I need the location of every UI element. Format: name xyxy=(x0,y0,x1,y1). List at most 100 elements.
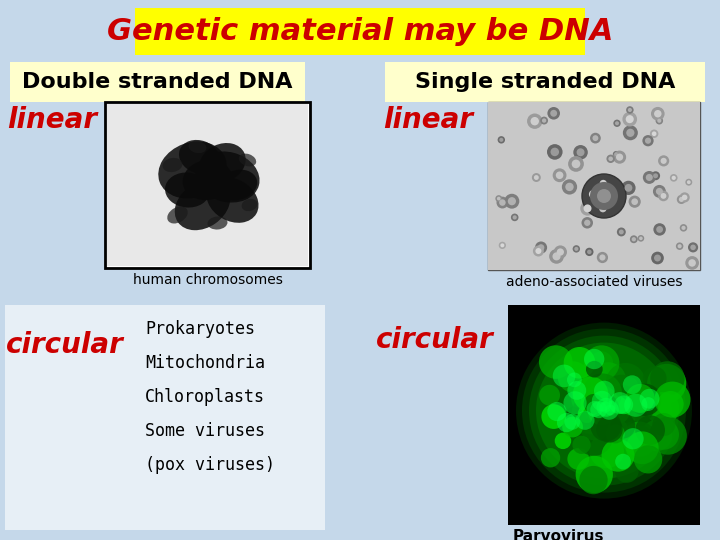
Circle shape xyxy=(606,424,625,443)
Circle shape xyxy=(655,117,663,125)
Circle shape xyxy=(680,192,690,202)
Circle shape xyxy=(580,384,618,423)
Circle shape xyxy=(651,107,665,120)
Circle shape xyxy=(639,389,660,409)
Circle shape xyxy=(590,401,607,418)
Circle shape xyxy=(602,439,634,471)
Circle shape xyxy=(653,173,658,178)
Circle shape xyxy=(660,158,667,164)
Circle shape xyxy=(641,420,672,451)
Circle shape xyxy=(567,381,586,400)
Circle shape xyxy=(623,125,638,140)
Circle shape xyxy=(592,391,612,411)
Circle shape xyxy=(619,230,624,234)
Circle shape xyxy=(565,183,574,191)
Circle shape xyxy=(600,180,607,187)
Circle shape xyxy=(549,249,564,264)
Circle shape xyxy=(564,391,587,414)
Circle shape xyxy=(575,247,578,251)
Circle shape xyxy=(621,423,639,442)
Circle shape xyxy=(623,375,642,394)
Circle shape xyxy=(522,329,686,492)
Circle shape xyxy=(580,201,595,215)
Circle shape xyxy=(535,241,547,254)
Circle shape xyxy=(651,171,660,180)
Circle shape xyxy=(653,223,666,235)
Circle shape xyxy=(554,433,571,449)
Circle shape xyxy=(596,416,623,443)
Ellipse shape xyxy=(175,180,230,230)
Circle shape xyxy=(608,395,624,411)
Circle shape xyxy=(584,346,619,381)
Circle shape xyxy=(536,248,541,254)
Circle shape xyxy=(577,148,585,156)
Circle shape xyxy=(601,396,630,425)
Text: Mitochondria: Mitochondria xyxy=(145,354,265,372)
FancyBboxPatch shape xyxy=(508,305,700,525)
Ellipse shape xyxy=(207,217,228,230)
FancyBboxPatch shape xyxy=(385,62,705,102)
Circle shape xyxy=(532,173,541,182)
Circle shape xyxy=(572,395,611,434)
Circle shape xyxy=(617,227,626,237)
Text: Single stranded DNA: Single stranded DNA xyxy=(415,72,675,92)
Circle shape xyxy=(562,417,583,437)
Circle shape xyxy=(685,179,692,186)
Circle shape xyxy=(601,414,622,434)
Circle shape xyxy=(586,397,616,428)
Circle shape xyxy=(604,386,642,423)
Circle shape xyxy=(642,397,655,411)
Circle shape xyxy=(629,384,661,416)
Circle shape xyxy=(649,420,679,450)
Circle shape xyxy=(552,252,561,260)
Ellipse shape xyxy=(207,177,258,223)
Ellipse shape xyxy=(242,199,257,211)
FancyBboxPatch shape xyxy=(135,8,585,55)
Circle shape xyxy=(583,205,592,212)
Circle shape xyxy=(643,367,667,390)
Circle shape xyxy=(654,254,661,261)
Circle shape xyxy=(586,361,603,377)
Circle shape xyxy=(685,256,699,270)
Circle shape xyxy=(631,198,638,205)
Circle shape xyxy=(606,154,615,163)
Circle shape xyxy=(590,182,618,210)
Circle shape xyxy=(622,428,644,449)
Circle shape xyxy=(565,407,582,423)
Circle shape xyxy=(567,448,589,470)
Circle shape xyxy=(687,180,690,184)
Ellipse shape xyxy=(199,143,246,183)
Circle shape xyxy=(616,153,624,161)
Circle shape xyxy=(652,413,675,436)
Circle shape xyxy=(600,401,611,413)
Circle shape xyxy=(568,156,584,172)
Text: Prokaryotes: Prokaryotes xyxy=(145,320,255,338)
Circle shape xyxy=(556,172,563,179)
Circle shape xyxy=(608,157,613,161)
Circle shape xyxy=(628,396,654,422)
Circle shape xyxy=(621,377,638,394)
Circle shape xyxy=(670,174,678,181)
Text: circular: circular xyxy=(376,326,494,354)
Text: adeno-associated viruses: adeno-associated viruses xyxy=(505,275,683,289)
Circle shape xyxy=(611,414,635,438)
Circle shape xyxy=(585,187,600,202)
Circle shape xyxy=(527,113,542,129)
Circle shape xyxy=(594,402,613,420)
Circle shape xyxy=(557,248,564,255)
Circle shape xyxy=(688,242,698,252)
Circle shape xyxy=(635,415,665,445)
Circle shape xyxy=(690,245,696,250)
Circle shape xyxy=(660,193,667,199)
Circle shape xyxy=(499,138,503,142)
Circle shape xyxy=(572,396,603,428)
Circle shape xyxy=(511,213,518,221)
Circle shape xyxy=(658,156,669,166)
Circle shape xyxy=(542,118,546,123)
Circle shape xyxy=(539,385,560,406)
Circle shape xyxy=(587,249,592,254)
Ellipse shape xyxy=(189,141,207,153)
Circle shape xyxy=(547,107,560,119)
Circle shape xyxy=(613,151,619,158)
Circle shape xyxy=(650,130,658,138)
